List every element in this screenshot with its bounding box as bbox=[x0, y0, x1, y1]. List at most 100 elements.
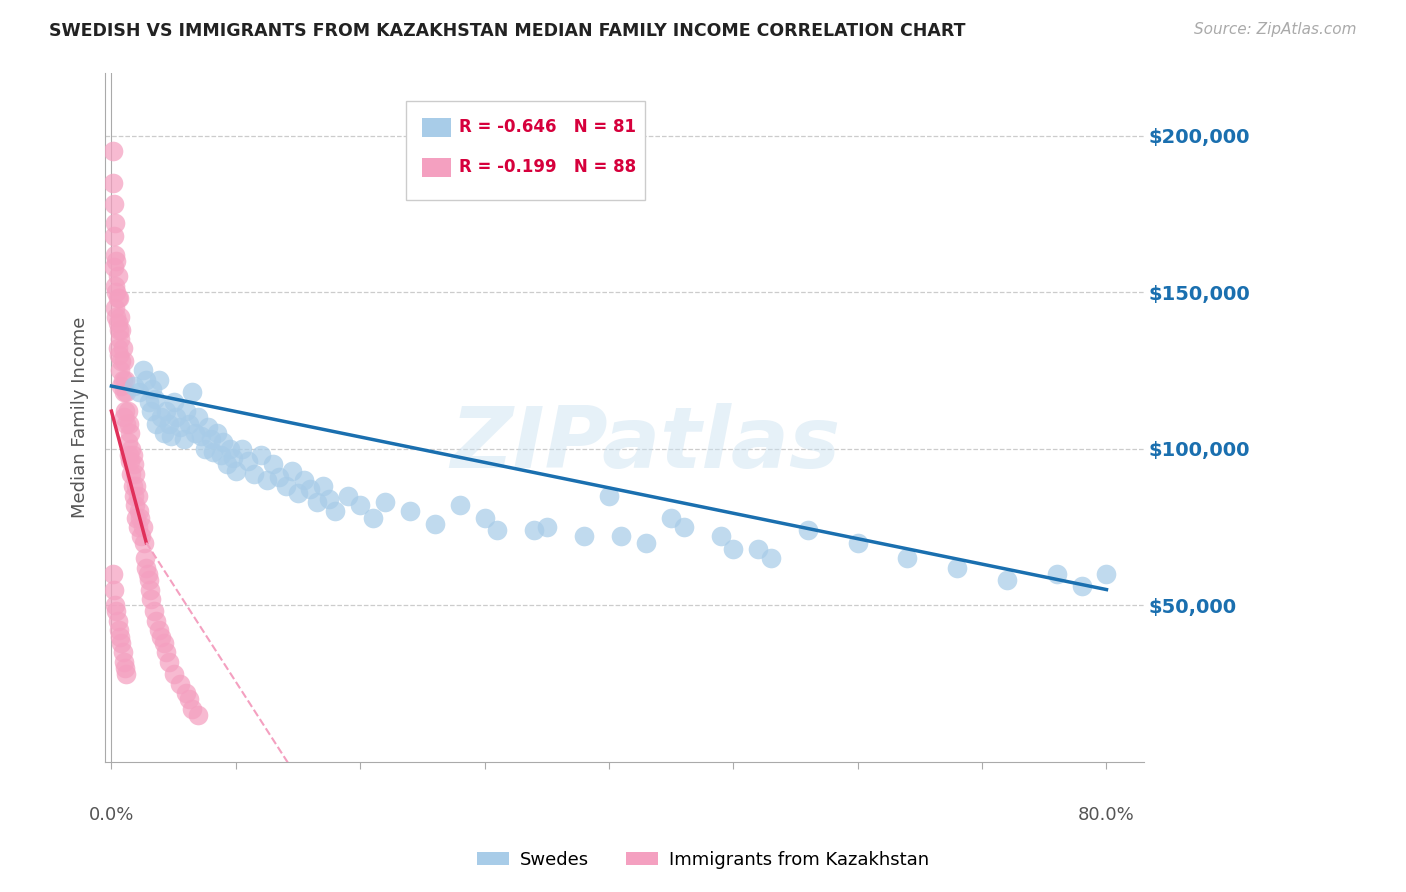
Point bbox=[299, 483, 322, 497]
Text: 80.0%: 80.0% bbox=[1078, 805, 1135, 823]
Point bbox=[305, 495, 328, 509]
Point bbox=[138, 394, 160, 409]
Point bbox=[598, 489, 620, 503]
Point bbox=[672, 520, 695, 534]
Point bbox=[108, 363, 131, 377]
Point bbox=[141, 382, 163, 396]
Point bbox=[143, 392, 166, 406]
Point bbox=[152, 425, 174, 440]
Point bbox=[449, 498, 471, 512]
Text: R = -0.199   N = 88: R = -0.199 N = 88 bbox=[460, 159, 637, 177]
Point bbox=[636, 535, 658, 549]
Point bbox=[104, 301, 127, 315]
Point bbox=[155, 404, 177, 418]
Text: SWEDISH VS IMMIGRANTS FROM KAZAKHSTAN MEDIAN FAMILY INCOME CORRELATION CHART: SWEDISH VS IMMIGRANTS FROM KAZAKHSTAN ME… bbox=[49, 22, 966, 40]
Point bbox=[110, 354, 132, 368]
Point bbox=[124, 498, 146, 512]
Point bbox=[122, 489, 145, 503]
Point bbox=[202, 445, 225, 459]
Point bbox=[287, 485, 309, 500]
Point bbox=[138, 573, 160, 587]
Point bbox=[121, 479, 143, 493]
Point bbox=[114, 404, 136, 418]
Point bbox=[104, 599, 127, 613]
Point bbox=[105, 310, 128, 325]
Point bbox=[148, 373, 170, 387]
Point bbox=[142, 605, 165, 619]
Point bbox=[169, 419, 191, 434]
Point bbox=[103, 228, 125, 243]
FancyBboxPatch shape bbox=[422, 158, 451, 177]
Y-axis label: Median Family Income: Median Family Income bbox=[72, 317, 89, 518]
Point bbox=[125, 510, 148, 524]
Point bbox=[173, 432, 195, 446]
Point bbox=[194, 442, 217, 456]
Point bbox=[103, 582, 125, 597]
Point bbox=[312, 479, 335, 493]
Point bbox=[104, 216, 127, 230]
Point bbox=[135, 373, 157, 387]
Point bbox=[274, 479, 297, 493]
Point bbox=[108, 630, 131, 644]
Point bbox=[243, 467, 266, 481]
Point bbox=[141, 404, 163, 418]
Point bbox=[572, 529, 595, 543]
Point bbox=[200, 432, 222, 446]
Point bbox=[103, 260, 125, 274]
Point bbox=[111, 342, 134, 356]
Point bbox=[747, 541, 769, 556]
Point bbox=[112, 354, 135, 368]
Point bbox=[797, 523, 820, 537]
Point bbox=[281, 464, 304, 478]
FancyBboxPatch shape bbox=[406, 101, 645, 201]
Point bbox=[759, 551, 782, 566]
Point bbox=[374, 495, 396, 509]
Point bbox=[108, 348, 131, 362]
Point bbox=[157, 655, 180, 669]
Point bbox=[128, 385, 150, 400]
Point bbox=[114, 661, 136, 675]
Point bbox=[132, 535, 155, 549]
Point bbox=[155, 645, 177, 659]
Point bbox=[536, 520, 558, 534]
Point bbox=[108, 292, 131, 306]
Point bbox=[218, 442, 240, 456]
Point bbox=[108, 323, 131, 337]
Point bbox=[160, 429, 183, 443]
Point bbox=[162, 667, 184, 681]
Point bbox=[187, 410, 209, 425]
Point bbox=[118, 448, 141, 462]
Point bbox=[148, 624, 170, 638]
Point bbox=[118, 417, 141, 431]
Point bbox=[128, 504, 150, 518]
Point bbox=[710, 529, 733, 543]
Point bbox=[107, 614, 129, 628]
Point bbox=[131, 520, 153, 534]
Point bbox=[336, 489, 359, 503]
Point bbox=[399, 504, 422, 518]
Point bbox=[117, 435, 139, 450]
Point bbox=[177, 692, 200, 706]
Text: 0.0%: 0.0% bbox=[89, 805, 134, 823]
Point bbox=[145, 417, 167, 431]
Point bbox=[129, 510, 152, 524]
Point bbox=[222, 451, 245, 466]
Point bbox=[141, 591, 163, 606]
Point bbox=[157, 417, 180, 431]
Text: R = -0.646   N = 81: R = -0.646 N = 81 bbox=[460, 119, 637, 136]
Point bbox=[610, 529, 633, 543]
Point bbox=[896, 551, 918, 566]
Point bbox=[104, 247, 127, 261]
Point bbox=[120, 454, 142, 468]
Point bbox=[120, 442, 142, 456]
Point bbox=[115, 417, 138, 431]
Point bbox=[165, 410, 187, 425]
Point bbox=[108, 332, 131, 346]
Point bbox=[474, 510, 496, 524]
Point bbox=[115, 667, 138, 681]
Point bbox=[134, 551, 156, 566]
Point bbox=[105, 285, 128, 300]
Point bbox=[238, 454, 260, 468]
Point bbox=[111, 645, 134, 659]
Point bbox=[121, 448, 143, 462]
